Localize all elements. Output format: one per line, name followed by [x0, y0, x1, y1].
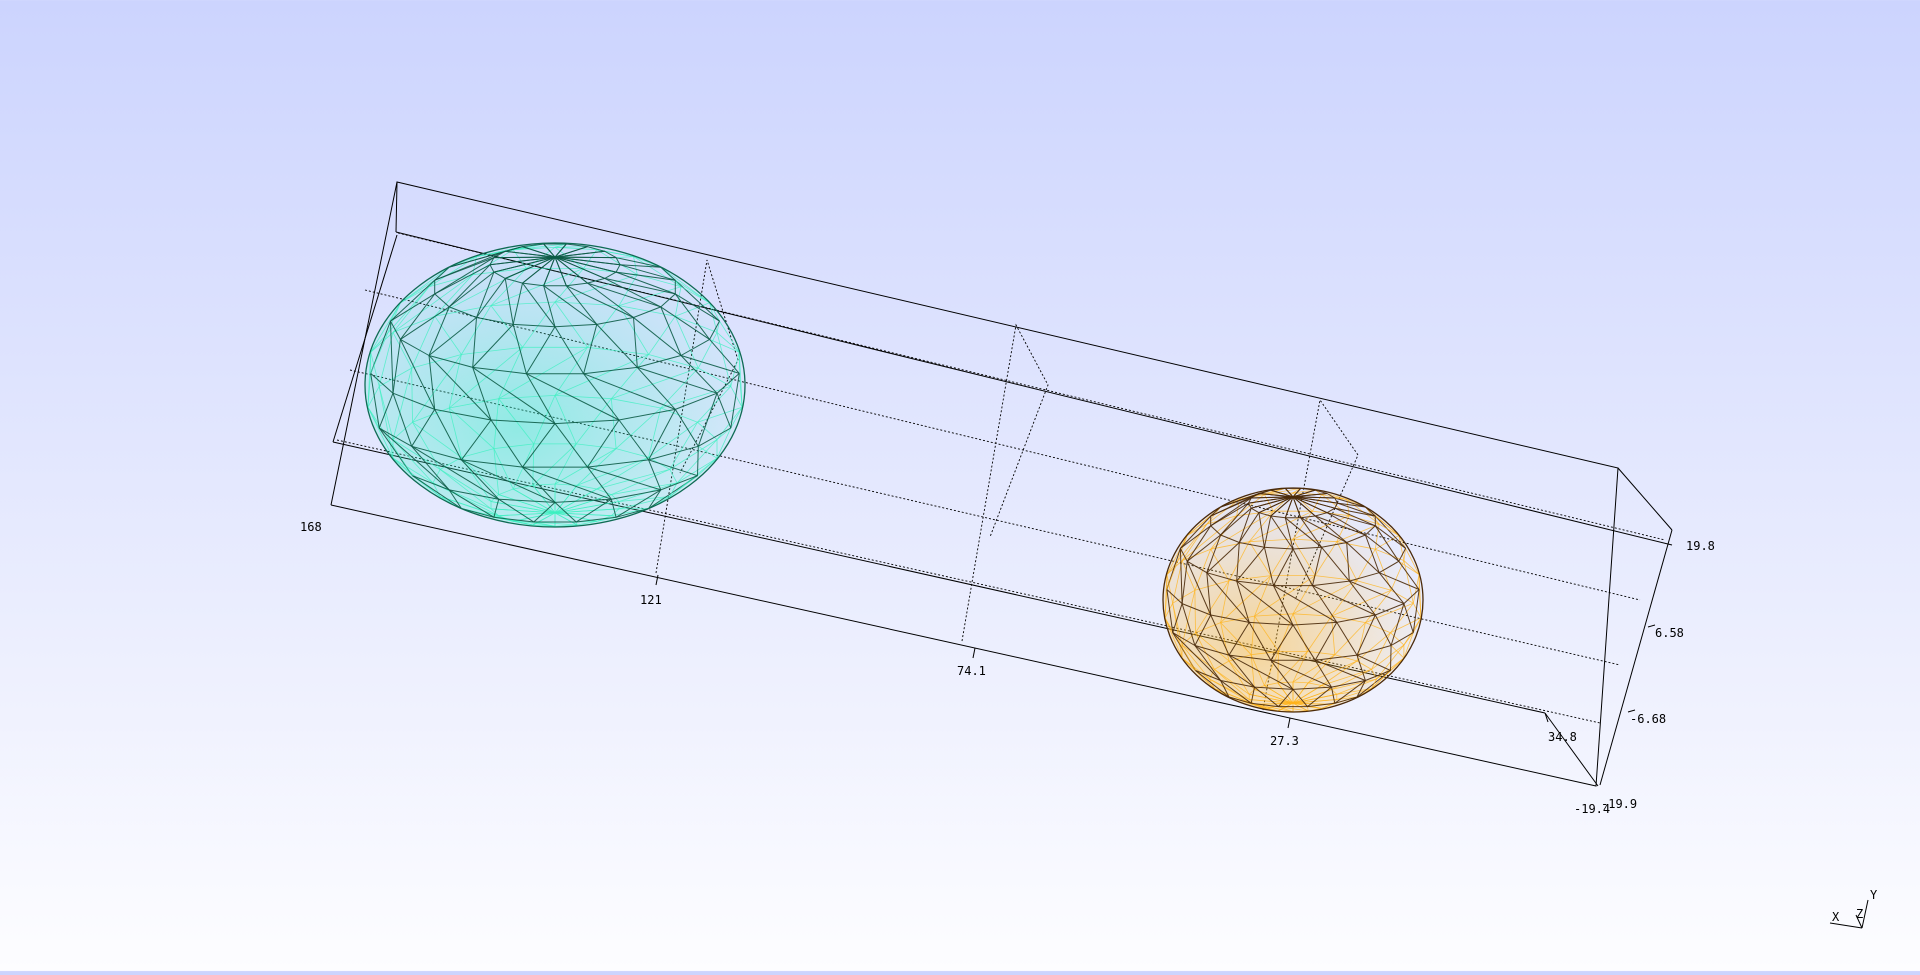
triad-z-label: Z — [1856, 907, 1863, 921]
orange-sphere-mesh[interactable] — [1163, 488, 1423, 712]
mesh-edge — [1391, 646, 1392, 671]
triad-x-label: X — [1832, 910, 1840, 924]
y-tick-label: -19.9 — [1601, 797, 1637, 811]
mesh-edge — [494, 257, 555, 258]
y-tick-label: 6.58 — [1655, 626, 1684, 640]
y-tick-label: 19.8 — [1686, 539, 1715, 553]
x-tick-label: 27.3 — [1270, 734, 1299, 748]
x-tick-label: 121 — [640, 593, 662, 607]
x-tick-label: 74.1 — [957, 664, 986, 678]
axis-labels: 168 121 74.1 27.3 -19.4 19.8 6.58 -6.68 … — [300, 520, 1715, 816]
z-tick-label: 34.8 — [1548, 730, 1577, 744]
orientation-triad: X Y Z — [1830, 888, 1878, 928]
axis-ticks — [656, 575, 1655, 728]
mesh-edge — [555, 257, 616, 258]
x-tick-label: 168 — [300, 520, 322, 534]
y-tick-label: -6.68 — [1630, 712, 1666, 726]
teal-ellipsoid-mesh[interactable] — [365, 243, 745, 527]
triad-y-label: Y — [1870, 888, 1878, 902]
